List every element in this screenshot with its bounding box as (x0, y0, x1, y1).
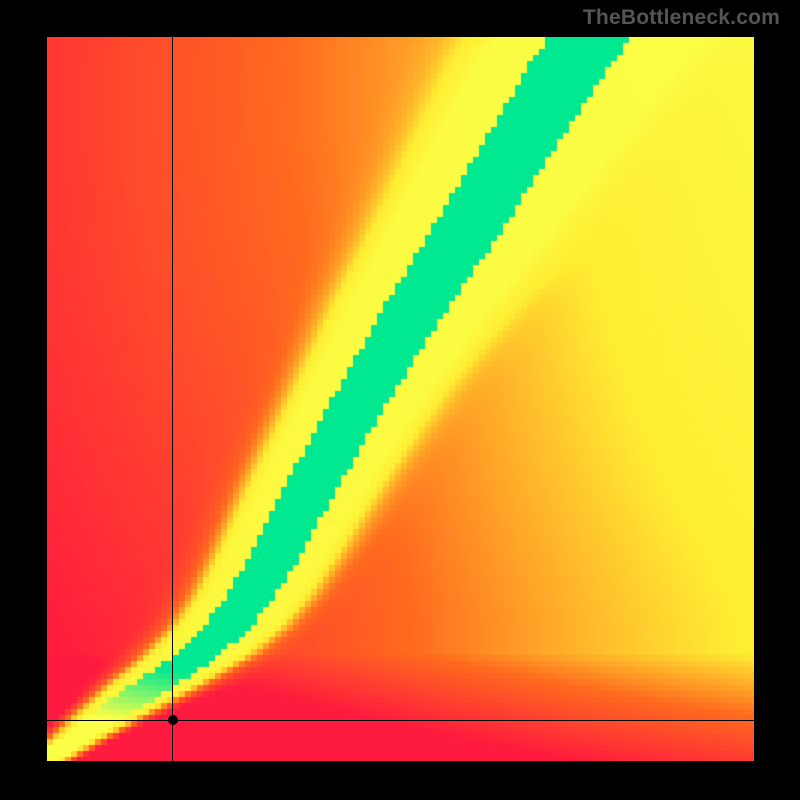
bottleneck-heatmap (47, 37, 754, 761)
crosshair-vertical (172, 37, 173, 761)
watermark-text: TheBottleneck.com (583, 6, 780, 30)
crosshair-marker (168, 715, 178, 725)
crosshair-horizontal (47, 720, 754, 721)
chart-container: TheBottleneck.com (0, 0, 800, 800)
